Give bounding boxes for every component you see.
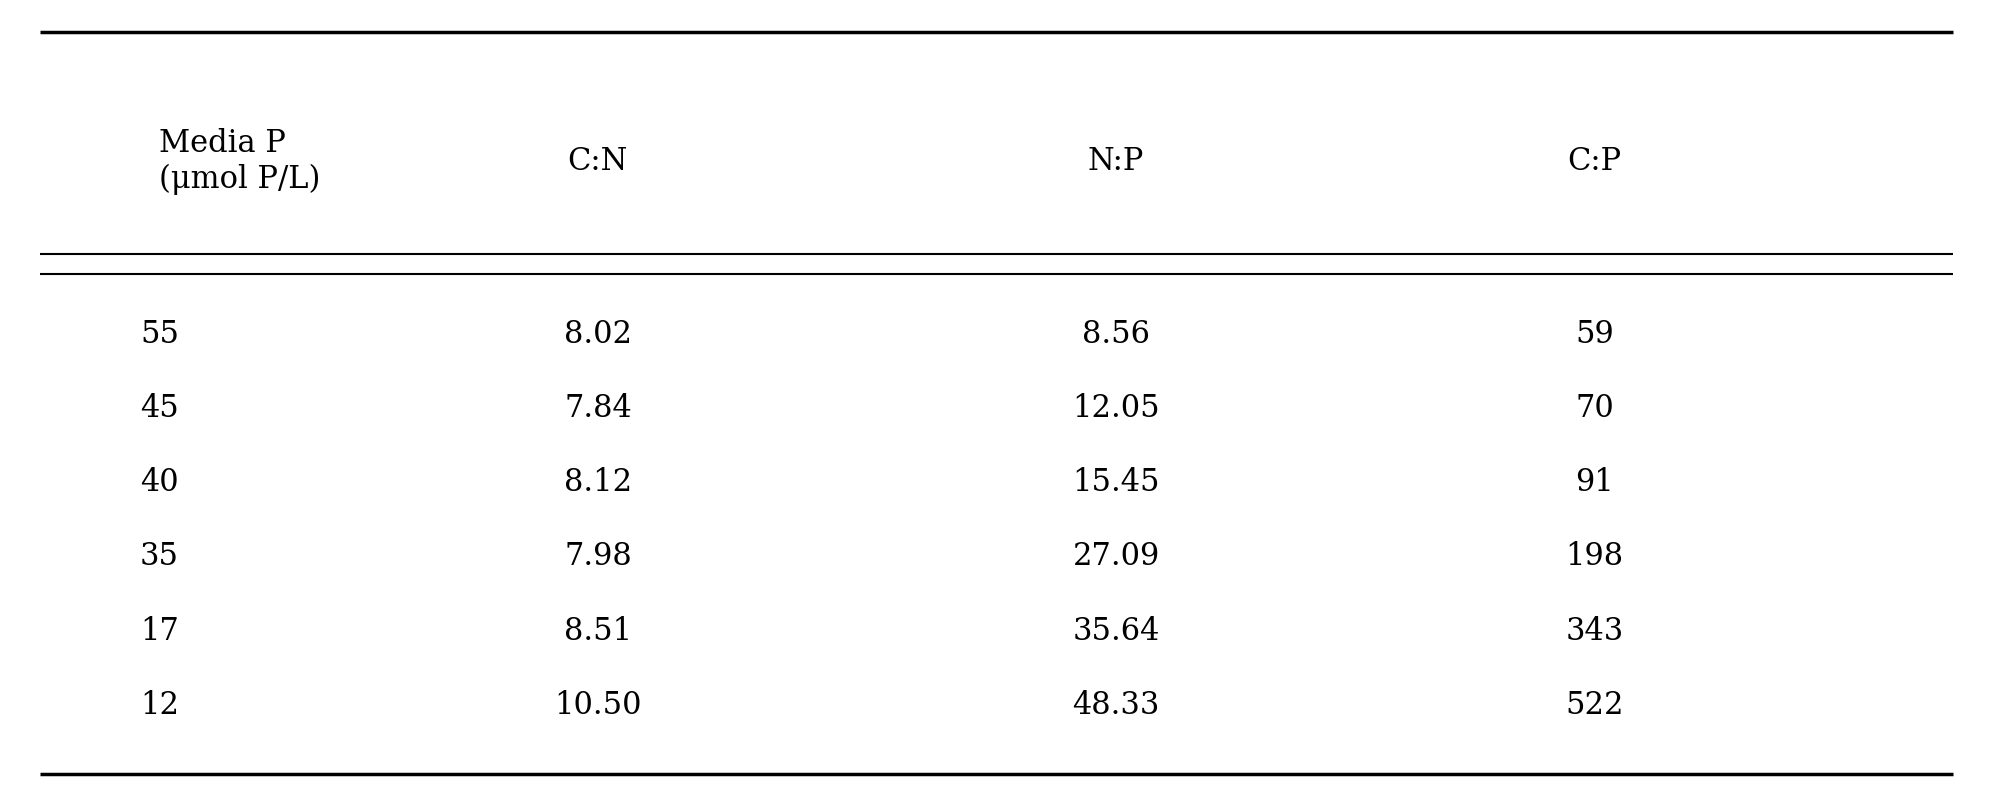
Text: 48.33: 48.33 xyxy=(1072,690,1160,721)
Text: 55: 55 xyxy=(140,319,179,350)
Text: 8.56: 8.56 xyxy=(1082,319,1150,350)
Text: 12.05: 12.05 xyxy=(1072,393,1160,424)
Text: 59: 59 xyxy=(1574,319,1614,350)
Text: 91: 91 xyxy=(1574,467,1614,498)
Text: C:P: C:P xyxy=(1566,146,1622,177)
Text: 8.02: 8.02 xyxy=(564,319,632,350)
Text: 7.84: 7.84 xyxy=(564,393,632,424)
Text: 8.12: 8.12 xyxy=(564,467,632,498)
Text: 343: 343 xyxy=(1565,616,1624,646)
Text: 10.50: 10.50 xyxy=(554,690,642,721)
Text: 7.98: 7.98 xyxy=(564,542,632,572)
Text: 35: 35 xyxy=(140,542,179,572)
Text: 70: 70 xyxy=(1574,393,1614,424)
Text: N:P: N:P xyxy=(1088,146,1144,177)
Text: 198: 198 xyxy=(1565,542,1624,572)
Text: 35.64: 35.64 xyxy=(1072,616,1160,646)
Text: 40: 40 xyxy=(140,467,179,498)
Text: 27.09: 27.09 xyxy=(1072,542,1160,572)
Text: 15.45: 15.45 xyxy=(1072,467,1160,498)
Text: 17: 17 xyxy=(140,616,179,646)
Text: C:N: C:N xyxy=(568,146,628,177)
Text: 12: 12 xyxy=(140,690,179,721)
Text: Media P
(μmol P/L): Media P (μmol P/L) xyxy=(159,127,321,195)
Text: 45: 45 xyxy=(140,393,179,424)
Text: 8.51: 8.51 xyxy=(564,616,632,646)
Text: 522: 522 xyxy=(1565,690,1624,721)
